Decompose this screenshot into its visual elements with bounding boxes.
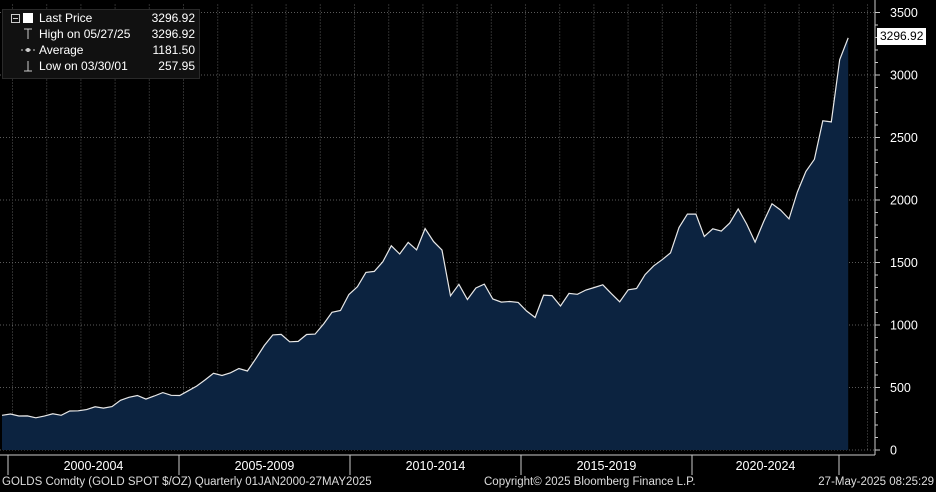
x-period-label: 2005-2009 <box>235 459 295 473</box>
x-period-label: 2010-2014 <box>406 459 466 473</box>
legend-average: Average 1181.50 <box>3 42 199 58</box>
legend-label: Low on 03/30/01 <box>39 59 128 73</box>
footer-timestamp: 27-May-2025 08:25:29 <box>818 476 934 488</box>
legend-low: Low on 03/30/01 257.95 <box>3 58 199 74</box>
y-tick-label: 3000 <box>890 69 918 83</box>
footer-copyright: Copyright© 2025 Bloomberg Finance L.P. <box>484 476 696 488</box>
x-period-label: 2015-2019 <box>577 459 637 473</box>
y-tick-label: 3500 <box>890 6 918 20</box>
y-tick-label: 1500 <box>890 256 918 270</box>
legend-high: High on 05/27/25 3296.92 <box>3 26 199 42</box>
price-line <box>1 37 849 419</box>
y-tick-label: 2500 <box>890 131 918 145</box>
legend-value: 3296.92 <box>151 11 195 25</box>
last-price-tag: 3296.92 <box>877 28 927 45</box>
x-period-label: 2020-2024 <box>736 459 796 473</box>
y-tick-label: 2000 <box>890 194 918 208</box>
high-marker-icon <box>21 26 35 42</box>
legend-label: Average <box>39 43 84 57</box>
collapse-box-icon[interactable] <box>11 14 20 23</box>
legend-value: 3296.92 <box>151 27 195 41</box>
y-axis: 0 500 1000 1500 2000 2500 3000 3500 <box>874 0 918 458</box>
legend-value: 1181.50 <box>152 43 196 57</box>
legend-last-price: Last Price 3296.92 <box>3 10 199 26</box>
square-marker-icon <box>23 13 33 23</box>
average-marker-icon <box>21 42 35 58</box>
footer-ticker: GOLDS Comdty (GOLD SPOT $/OZ) Quarterly … <box>2 476 372 488</box>
legend-label: Last Price <box>39 11 93 25</box>
footer-bar: GOLDS Comdty (GOLD SPOT $/OZ) Quarterly … <box>0 475 936 492</box>
legend-value: 257.95 <box>158 59 195 73</box>
legend-panel: Last Price 3296.92 High on 05/27/25 3296… <box>2 9 200 79</box>
x-axis: 2000-2004 2005-2009 2010-2014 2015-2019 2020… <box>0 454 875 475</box>
y-tick-label: 1000 <box>890 319 918 333</box>
legend-label: High on 05/27/25 <box>39 27 131 41</box>
y-tick-label: 0 <box>890 444 897 458</box>
y-tick-label: 500 <box>890 381 911 395</box>
x-period-label: 2000-2004 <box>64 459 124 473</box>
price-area <box>2 37 849 451</box>
low-marker-icon <box>21 58 35 74</box>
